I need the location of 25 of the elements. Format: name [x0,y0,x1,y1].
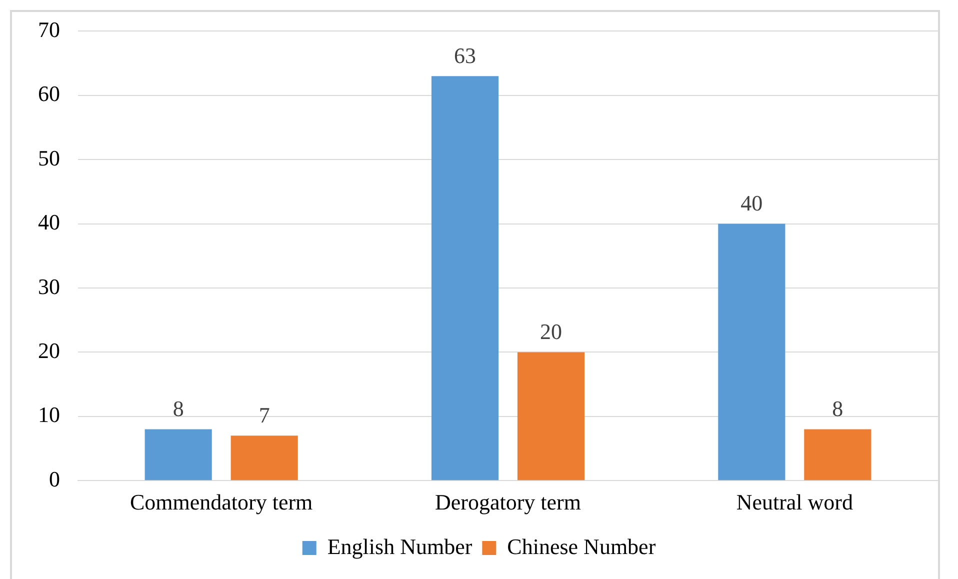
bar [517,352,585,480]
bar [144,429,212,480]
y-tick-label: 50 [38,145,60,170]
bar [431,76,499,480]
bar [804,429,872,480]
y-tick-label: 10 [38,402,60,428]
y-tick-label: 40 [38,210,60,235]
data-label: 8 [832,396,844,422]
y-tick-label: 30 [38,274,60,299]
y-tick-label: 20 [38,338,60,363]
x-tick-label: Commendatory term [130,490,313,515]
y-tick-label: 70 [38,16,60,42]
data-label: 63 [454,42,476,68]
x-tick-label: Neutral word [736,490,854,515]
y-tick-label: 60 [38,81,60,106]
x-tick-label: Derogatory term [435,490,581,515]
data-label: 7 [258,402,270,428]
legend-label: English Number [327,534,473,559]
data-label: 40 [740,190,763,216]
bar [230,436,298,480]
bar [718,224,786,480]
legend-label: Chinese Number [507,534,656,559]
data-label: 8 [172,396,184,422]
data-label: 20 [540,318,562,344]
y-tick-label: 0 [49,466,60,492]
